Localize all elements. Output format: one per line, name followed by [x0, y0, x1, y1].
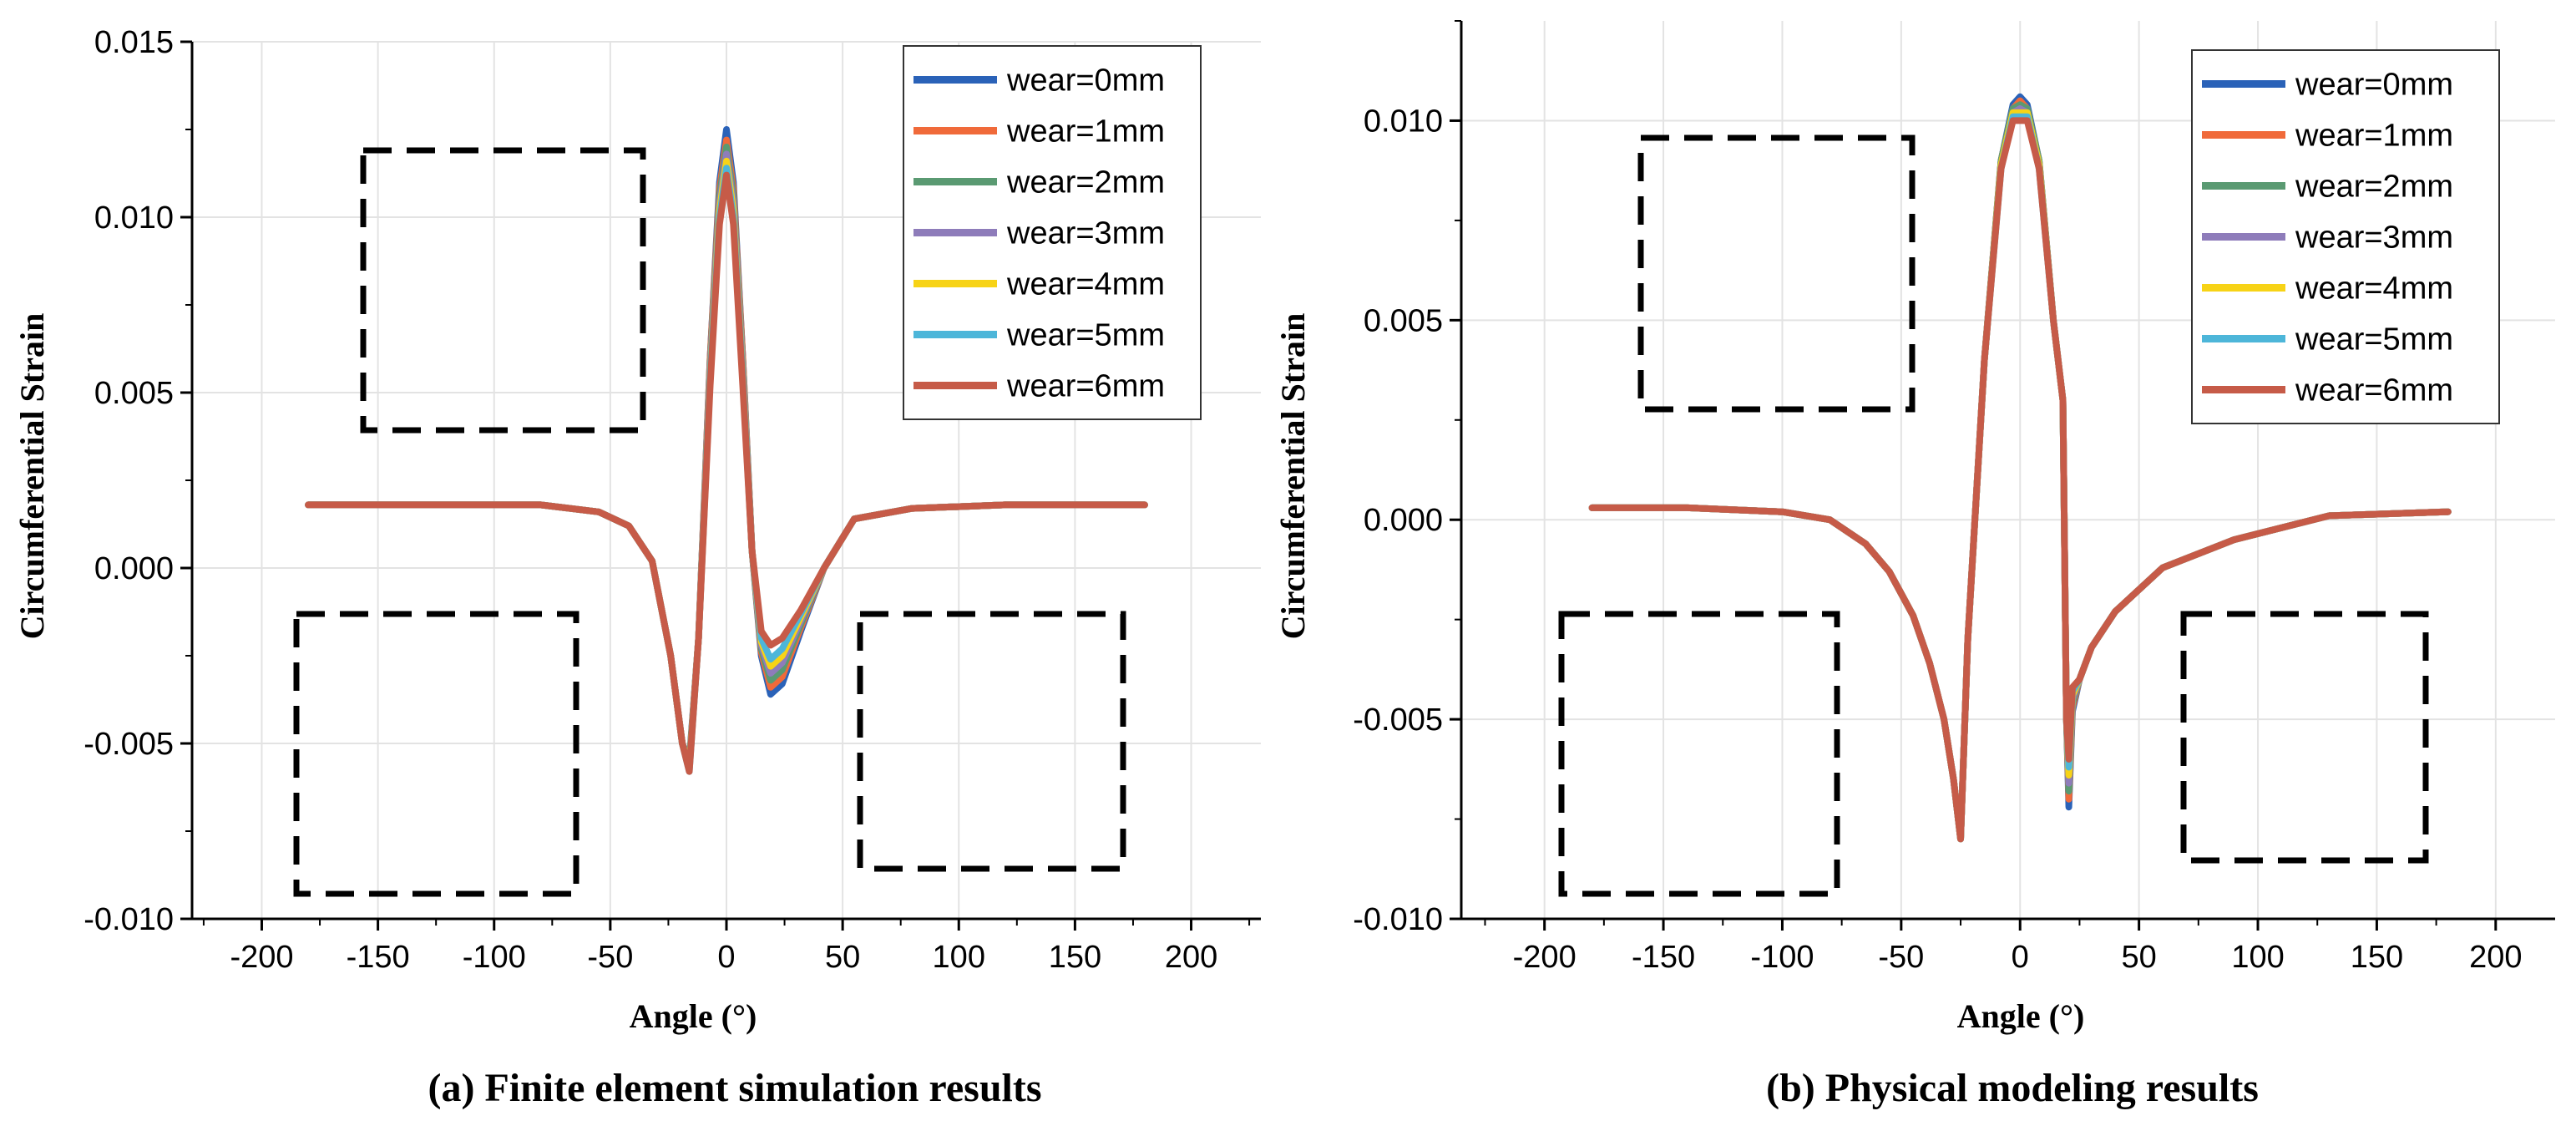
y-tick-label: 0.005 [94, 376, 174, 411]
zoom-box [360, 147, 646, 434]
x-ticks-a: -200 -150 -100 -50 0 50 100 150 200 [202, 919, 1251, 975]
y-tick-label: 0.000 [1364, 503, 1443, 538]
legend-label: wear=6mm [2295, 373, 2453, 408]
x-tick-label: 200 [2469, 940, 2522, 975]
x-tick-label: -200 [1513, 940, 1576, 975]
x-tick-label: 100 [2231, 940, 2284, 975]
legend-label: wear=5mm [2295, 322, 2453, 358]
series-line-wear-6mm [305, 171, 1148, 775]
panel-b: -200 -150 -100 -50 0 50 100 150 200 -0.010 -0.005… [1274, 20, 2555, 1110]
legend-label: wear=3mm [2295, 221, 2453, 256]
x-tick-label: 0 [717, 940, 735, 975]
y-tick-label: 0.015 [94, 25, 174, 60]
series-b [1588, 93, 2452, 843]
y-tick-label: -0.005 [1353, 703, 1443, 738]
x-tick-label: 150 [1049, 940, 1101, 975]
x-tick-label: 100 [933, 940, 985, 975]
legend-label: wear=0mm [2295, 68, 2453, 103]
zoom-boxes-a [293, 147, 1126, 897]
series-line-wear-6mm [1588, 117, 2452, 843]
x-tick-label: -100 [463, 940, 526, 975]
x-tick-label: -50 [587, 940, 633, 975]
legend-label: wear=5mm [1006, 318, 1165, 353]
x-tick-label: 150 [2351, 940, 2403, 975]
y-ticks-a: -0.010 -0.005 0.000 0.005 0.010 0.015 [84, 25, 192, 937]
zoom-box [2180, 611, 2429, 864]
x-tick-label: 50 [2121, 940, 2156, 975]
y-ticks-b: -0.010 -0.005 0.000 0.005 0.010 [1353, 20, 1461, 937]
legend-label: wear=0mm [1006, 63, 1165, 99]
zoom-box [293, 611, 579, 897]
y-axis-title-b: Circumferential Strain [1274, 313, 1312, 640]
y-tick-label: 0.000 [94, 551, 174, 586]
caption-a: (a) Finite element simulation results [428, 1066, 1041, 1110]
axes-b [1460, 21, 2555, 921]
y-tick-label: 0.010 [1364, 104, 1443, 139]
x-tick-label: -50 [1878, 940, 1924, 975]
x-tick-label: -200 [230, 940, 293, 975]
x-tick-label: 50 [825, 940, 860, 975]
series-a [305, 126, 1148, 775]
zoom-boxes-b [1558, 134, 2429, 897]
y-tick-label: 0.005 [1364, 303, 1443, 338]
legend-frame [2191, 49, 2500, 424]
x-axis-title-a: Angle (°) [630, 997, 757, 1035]
legend-label: wear=2mm [1006, 165, 1165, 200]
x-tick-label: -150 [1632, 940, 1695, 975]
legend-label: wear=1mm [1006, 114, 1165, 150]
legend-a: wear=0mm wear=1mm wear=2mm wear=3mm wear=4mm… [903, 45, 1202, 420]
legend-label: wear=4mm [1006, 267, 1165, 302]
legend-label: wear=3mm [1006, 216, 1165, 251]
legend-label: wear=6mm [1006, 369, 1165, 404]
x-tick-label: 0 [2012, 940, 2029, 975]
x-tick-label: -150 [347, 940, 410, 975]
legend-b: wear=0mm wear=1mm wear=2mm wear=3mm wear=4mm… [2191, 49, 2500, 424]
panel-a: -200 -150 -100 -50 0 50 100 150 200 -0.010 -0.005… [13, 25, 1261, 1110]
x-ticks-b: -200 -150 -100 -50 0 50 100 150 200 [1484, 919, 2523, 975]
y-tick-label: -0.010 [1353, 902, 1443, 937]
y-axis-title-a: Circumferential Strain [13, 313, 51, 640]
y-tick-label: 0.010 [94, 200, 174, 236]
x-tick-label: -100 [1750, 940, 1814, 975]
x-tick-label: 200 [1165, 940, 1217, 975]
legend-label: wear=1mm [2295, 119, 2453, 154]
zoom-box [857, 611, 1126, 872]
caption-b: (b) Physical modeling results [1766, 1066, 2259, 1110]
zoom-box [1558, 611, 1840, 897]
legend-label: wear=4mm [2295, 271, 2453, 307]
y-tick-label: -0.010 [84, 902, 174, 937]
y-tick-label: -0.005 [84, 727, 174, 762]
x-axis-title-b: Angle (°) [1957, 997, 2085, 1035]
zoom-box [1637, 134, 1916, 413]
legend-label: wear=2mm [2295, 170, 2453, 205]
